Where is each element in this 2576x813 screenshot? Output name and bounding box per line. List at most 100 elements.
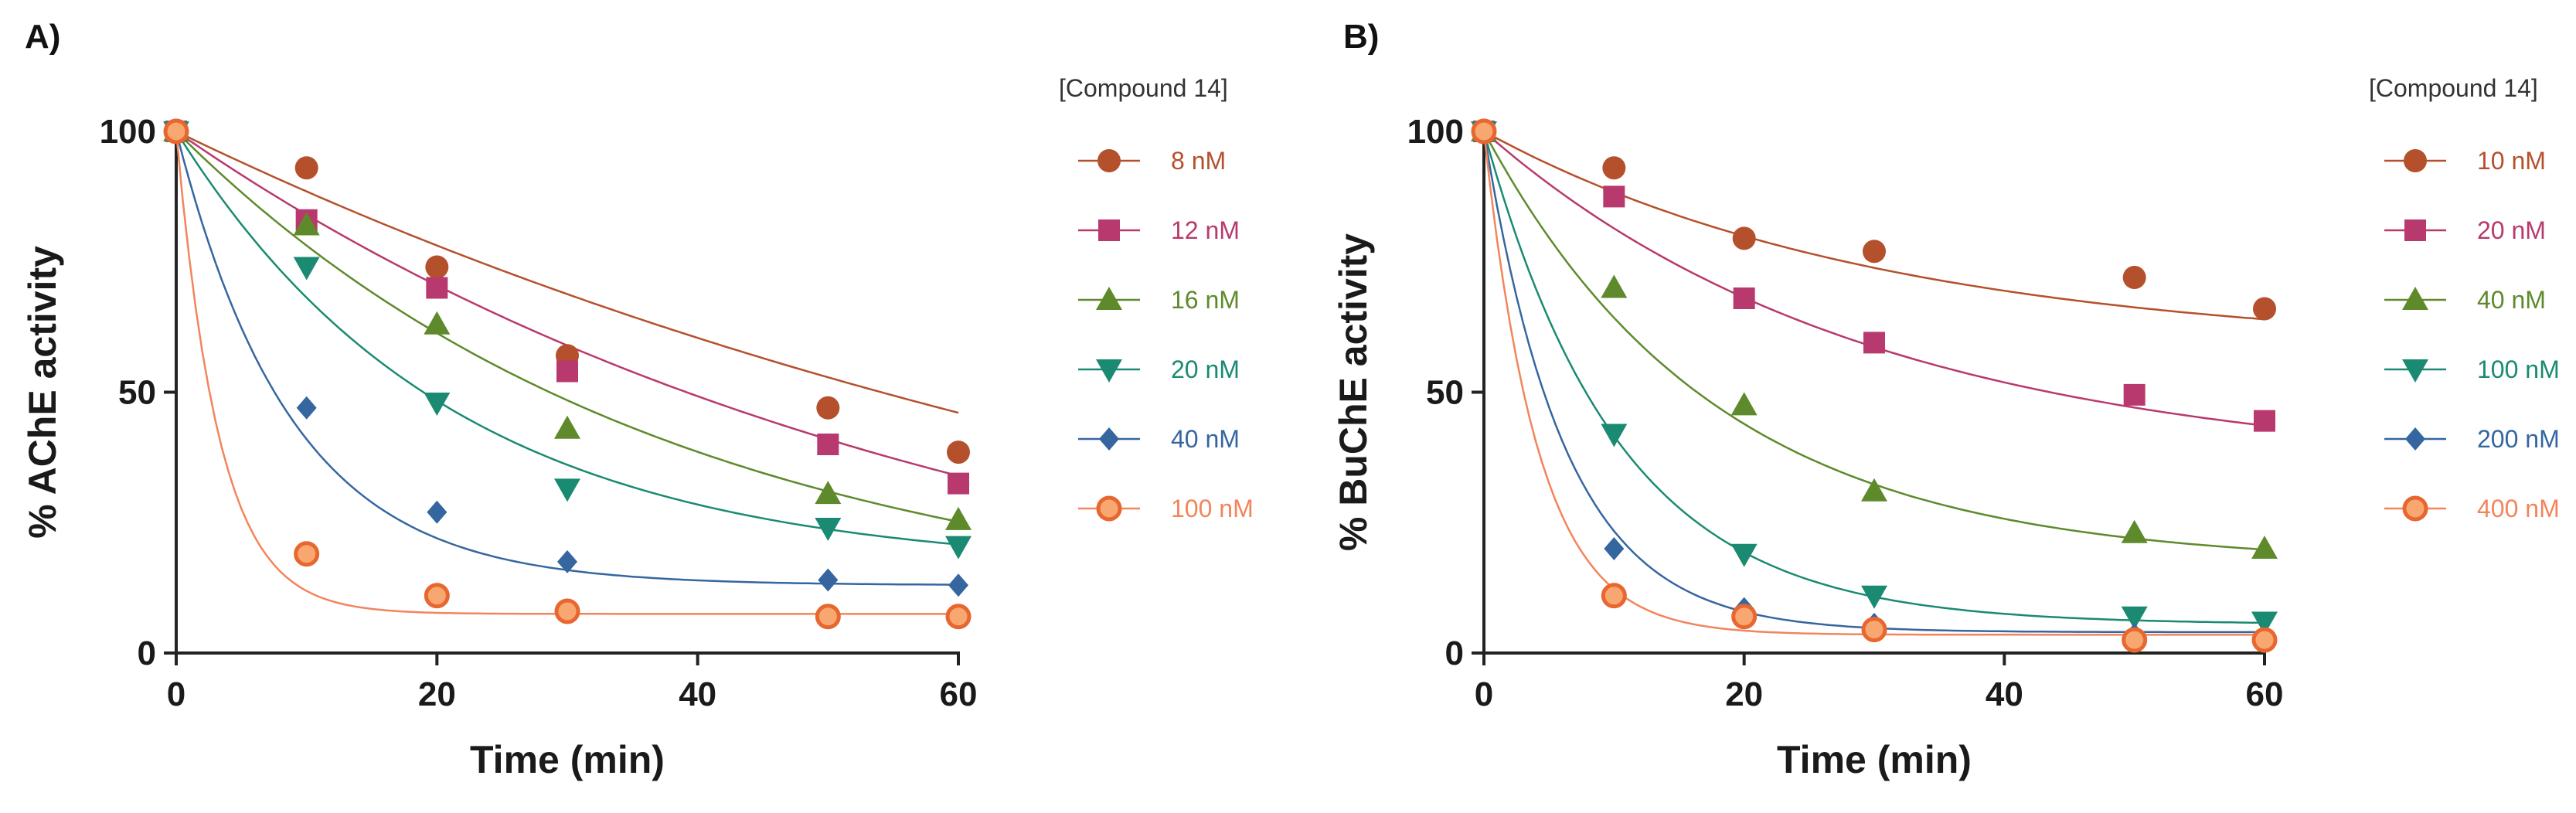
panel-a-legend-marker (1099, 427, 1119, 451)
panel-a-data-point (947, 441, 970, 464)
panel-b-data-point (1730, 543, 1758, 567)
panel-b-fit-curve-100-nm (1482, 131, 2265, 624)
panel-a-legend-marker (1096, 495, 1122, 522)
panel-b-x-axis-title: Time (min) (1777, 738, 1972, 781)
panel-a-data-point (815, 518, 842, 541)
panel-b-data-point (2254, 410, 2275, 432)
panel-b-legend-marker (2402, 495, 2428, 522)
panel-a-fit-curve-16-nm (175, 131, 959, 523)
panel-a-legend-label: 12 nM (1171, 216, 1240, 244)
panel-a-data-point (427, 500, 447, 524)
panel-b-data-point (2251, 536, 2278, 559)
panel-a-y-tick-label: 0 (138, 634, 156, 672)
panel-a-data-point (293, 212, 320, 236)
panel-a-label: A) (25, 18, 60, 56)
panel-b-legend-label: 10 nM (2477, 147, 2546, 175)
panel-b-legend-item: 40 nM (2384, 286, 2546, 314)
panel-b-data-point (1861, 585, 1887, 609)
panel-b-data-point (1730, 392, 1758, 416)
panel-b-fit-curve-20-nm (1483, 131, 2265, 427)
panel-b-data-point (1471, 118, 1497, 145)
panel-a-data-point (945, 536, 972, 560)
panel-a-data-point (163, 118, 189, 145)
panel-b-data-point (1863, 332, 1885, 354)
panel-a-data-point (424, 583, 450, 609)
panel-b-data-point (1604, 537, 1625, 560)
panel-a-legend-item: 8 nM (1078, 147, 1226, 175)
panel-a-data-point (948, 472, 969, 495)
panel-b-legend-label: 40 nM (2477, 286, 2546, 314)
panel-a-legend-label: 40 nM (1171, 425, 1240, 453)
panel-a-data-point (816, 396, 840, 420)
panel-a-x-tick-label: 0 (167, 675, 185, 713)
panel-b-data-point (1601, 274, 1628, 298)
panel-a-data-point (424, 311, 451, 335)
panel-b-data-point (2122, 266, 2146, 289)
panel-a-data-point (556, 360, 578, 383)
panel-a-data-point (818, 568, 839, 592)
panel-a-legend-marker (1097, 149, 1121, 172)
panel-b-legend-marker (2402, 287, 2428, 310)
panel-a-data-point (557, 549, 577, 573)
panel-a-legend-item: 16 nM (1078, 286, 1240, 314)
panel-b-data-point (1603, 185, 1625, 208)
panel-a-data-point (425, 255, 449, 279)
panel-a-legend-item: 40 nM (1078, 425, 1240, 453)
panel-a-data-point (945, 604, 972, 630)
panel-b-legend-label: 100 nM (2477, 355, 2560, 383)
panel-a-data-point (294, 156, 318, 180)
panel-a-legend-item: 100 nM (1078, 495, 1254, 522)
panel-a-x-tick-label: 40 (679, 675, 716, 713)
panel-b-y-axis-title: % BuChE activity (1332, 233, 1375, 551)
panel-b-x-tick-label: 40 (1986, 675, 2023, 713)
panel-a-legend-marker (1096, 359, 1122, 383)
panel-b-y-tick-label: 0 (1445, 634, 1464, 672)
panel-b-legend-marker (2404, 149, 2427, 172)
panel-b-data-point (1731, 604, 1758, 630)
panel-b-y-tick-label: 100 (1407, 113, 1464, 151)
panel-a-legend-item: 12 nM (1078, 216, 1240, 244)
panel-b-data-point (2121, 606, 2148, 630)
panel-b-legend-label: 200 nM (2477, 425, 2560, 453)
panel-a-legend-title: [Compound 14] (1059, 74, 1228, 102)
panel-b-x-tick-label: 0 (1475, 675, 1493, 713)
panel-b-legend-item: 400 nM (2384, 495, 2560, 522)
panel-b-data-point (2122, 627, 2148, 653)
panel-b-data-point (1601, 583, 1627, 609)
panel-b-data-point (2253, 297, 2276, 321)
panel-b-data-point (2251, 627, 2278, 653)
panel-a-data-point (948, 573, 968, 597)
panel-b-legend-marker (2404, 219, 2426, 241)
panel-a-data-point (426, 277, 448, 299)
panel-b-legend-item: 200 nM (2384, 425, 2560, 453)
panel-a-y-tick-label: 100 (100, 113, 156, 151)
panel-b-legend-item: 100 nM (2384, 355, 2560, 383)
panel-b-legend-label: 20 nM (2477, 216, 2546, 244)
panel-a-fit-curve-8-nm (175, 130, 959, 414)
panel-b-data-point (2121, 519, 2148, 543)
panel-b-legend-label: 400 nM (2477, 495, 2560, 522)
panel-b-x-tick-label: 20 (1725, 675, 1763, 713)
panel-a-data-point (554, 415, 580, 439)
panel-a-data-point (815, 481, 842, 505)
panel-a-legend-label: 8 nM (1171, 147, 1226, 175)
panel-b-data-point (1601, 424, 1628, 447)
panel-a-legend-item: 20 nM (1078, 355, 1240, 383)
panel-b-legend-item: 20 nM (2384, 216, 2546, 244)
panel-b-data-point (1861, 478, 1887, 502)
panel-b: B) % BuChE activity Time (min) [Compound… (1332, 18, 2560, 781)
panel-a-legend-label: 100 nM (1171, 495, 1254, 522)
panel-b-fit-curve-200-nm (1482, 131, 2265, 634)
panel-a-y-tick-label: 50 (118, 374, 156, 412)
panel-b-data-point (1732, 226, 1756, 250)
panel-b-data-point (2123, 383, 2146, 406)
panel-a: A) % AChE activity Time (min) [Compound … (21, 18, 1254, 781)
panel-b-fit-curve-10-nm (1483, 130, 2265, 321)
panel-b-label: B) (1343, 18, 1379, 56)
panel-b-data-point (1733, 287, 1755, 309)
panel-a-data-point (817, 434, 839, 455)
panel-b-data-point (2251, 611, 2278, 635)
panel-b-data-point (1861, 617, 1887, 643)
panel-b-legend-marker (2405, 427, 2425, 451)
